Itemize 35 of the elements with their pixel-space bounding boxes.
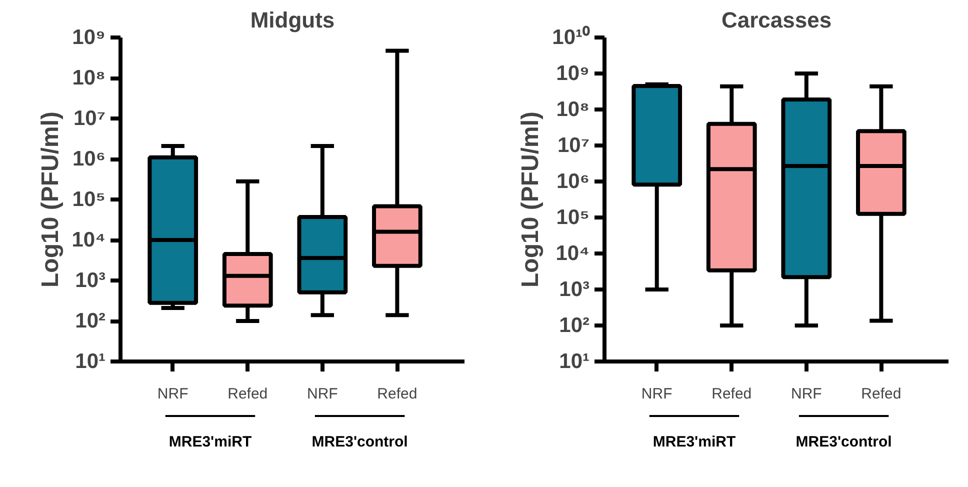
x-tick-label: Refed bbox=[377, 386, 418, 402]
y-tick-label: 10² bbox=[559, 314, 590, 337]
y-tick-label: 10³ bbox=[559, 278, 590, 301]
y-axis-title: Log10 (PFU/ml) bbox=[517, 111, 544, 288]
y-tick-label: 10⁴ bbox=[72, 228, 106, 252]
y-axis-title: Log10 (PFU/ml) bbox=[36, 111, 64, 288]
y-tick-label: 10⁹ bbox=[556, 62, 590, 85]
chart-title: Carcasses bbox=[721, 8, 832, 32]
y-tick-label: 10⁸ bbox=[556, 98, 590, 121]
y-tick-label: 10⁷ bbox=[557, 134, 590, 157]
x-tick-label: Refed bbox=[861, 386, 902, 402]
y-tick-label: 10⁹ bbox=[72, 26, 106, 49]
y-tick-label: 10⁶ bbox=[72, 148, 106, 170]
y-tick-label: 10⁷ bbox=[73, 107, 106, 130]
y-tick-label: 10⁶ bbox=[556, 170, 590, 193]
y-tick-label: 10² bbox=[75, 310, 106, 332]
chart-title: Midguts bbox=[250, 8, 335, 32]
text: MRE3'control bbox=[312, 434, 408, 450]
y-tick-label: 10⁸ bbox=[72, 66, 106, 90]
y-tick-label: 10⁵ bbox=[556, 206, 590, 229]
text: MRE3'miRT bbox=[652, 434, 736, 450]
x-tick-label: NRF bbox=[157, 386, 188, 402]
x-tick-label: NRF bbox=[791, 386, 822, 402]
x-tick-label: Refed bbox=[712, 386, 752, 402]
x-tick-label: NRF bbox=[307, 386, 338, 402]
y-tick-label: 10⁴ bbox=[556, 242, 590, 265]
y-tick-label: 10¹ bbox=[559, 350, 590, 373]
text: MRE3'control bbox=[796, 434, 892, 450]
text: MRE3'miRT bbox=[168, 434, 252, 450]
x-tick-label: NRF bbox=[641, 386, 672, 402]
x-tick-label: Refed bbox=[228, 386, 268, 402]
y-tick-label: 10³ bbox=[75, 269, 106, 292]
y-tick-label: 10¹ bbox=[75, 350, 106, 373]
y-tick-label: 10¹⁰ bbox=[552, 25, 590, 49]
y-tick-label: 10⁵ bbox=[72, 188, 106, 211]
